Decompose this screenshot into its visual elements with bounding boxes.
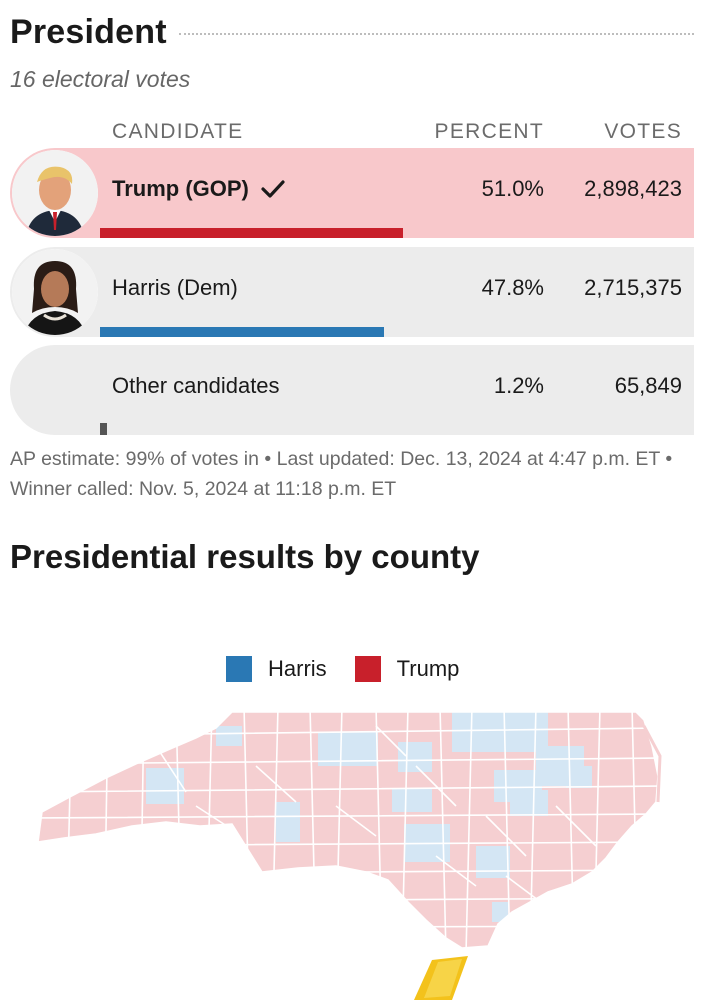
column-header-percent: PERCENT (434, 120, 544, 143)
legend-label-harris: Harris (268, 656, 327, 681)
other-name-label: Other candidates (112, 373, 280, 398)
legend-label-trump: Trump (396, 656, 460, 681)
trump-percent: 51.0% (481, 176, 544, 201)
county-results-map[interactable] (36, 706, 664, 954)
other-percent: 1.2% (493, 373, 544, 398)
trump-vote-bar (100, 228, 403, 238)
legend-swatch-trump (354, 656, 381, 682)
candidate-row-trump[interactable]: Trump (GOP) 51.0% 2,898,423 (10, 148, 694, 238)
legend-swatch-harris (226, 656, 252, 682)
candidate-name: Trump (GOP) (112, 176, 285, 202)
trump-name-label: Trump (GOP) (112, 176, 249, 201)
other-vote-bar (100, 423, 107, 435)
electoral-votes-label: 16 electoral votes (10, 66, 191, 92)
trump-avatar (12, 150, 98, 236)
candidate-name: Harris (Dem) (112, 275, 238, 301)
column-header-votes: VOTES (604, 120, 682, 143)
candidate-row-harris[interactable]: Harris (Dem) 47.8% 2,715,375 (10, 247, 694, 337)
harris-name-label: Harris (Dem) (112, 275, 238, 300)
map-legend: Harris Trump (226, 656, 487, 682)
candidate-name: Other candidates (112, 373, 280, 399)
race-title: President (10, 12, 167, 51)
check-icon (261, 180, 285, 198)
county-section-title: Presidential results by county (10, 538, 480, 575)
candidate-row-other[interactable]: Other candidates 1.2% 65,849 (10, 345, 694, 435)
other-votes: 65,849 (614, 373, 682, 398)
harris-avatar (12, 249, 98, 335)
north-carolina-map[interactable] (36, 706, 664, 954)
harris-votes: 2,715,375 (584, 275, 682, 300)
dotted-divider (178, 33, 694, 35)
harris-vote-bar (100, 327, 384, 337)
harris-percent: 47.8% (481, 275, 544, 300)
county-grid (38, 712, 658, 948)
race-header: President (10, 10, 694, 54)
results-footnote: AP estimate: 99% of votes in • Last upda… (10, 448, 673, 500)
highlighter-mark (414, 956, 468, 1000)
column-header-candidate: CANDIDATE (112, 120, 244, 143)
trump-votes: 2,898,423 (584, 176, 682, 201)
